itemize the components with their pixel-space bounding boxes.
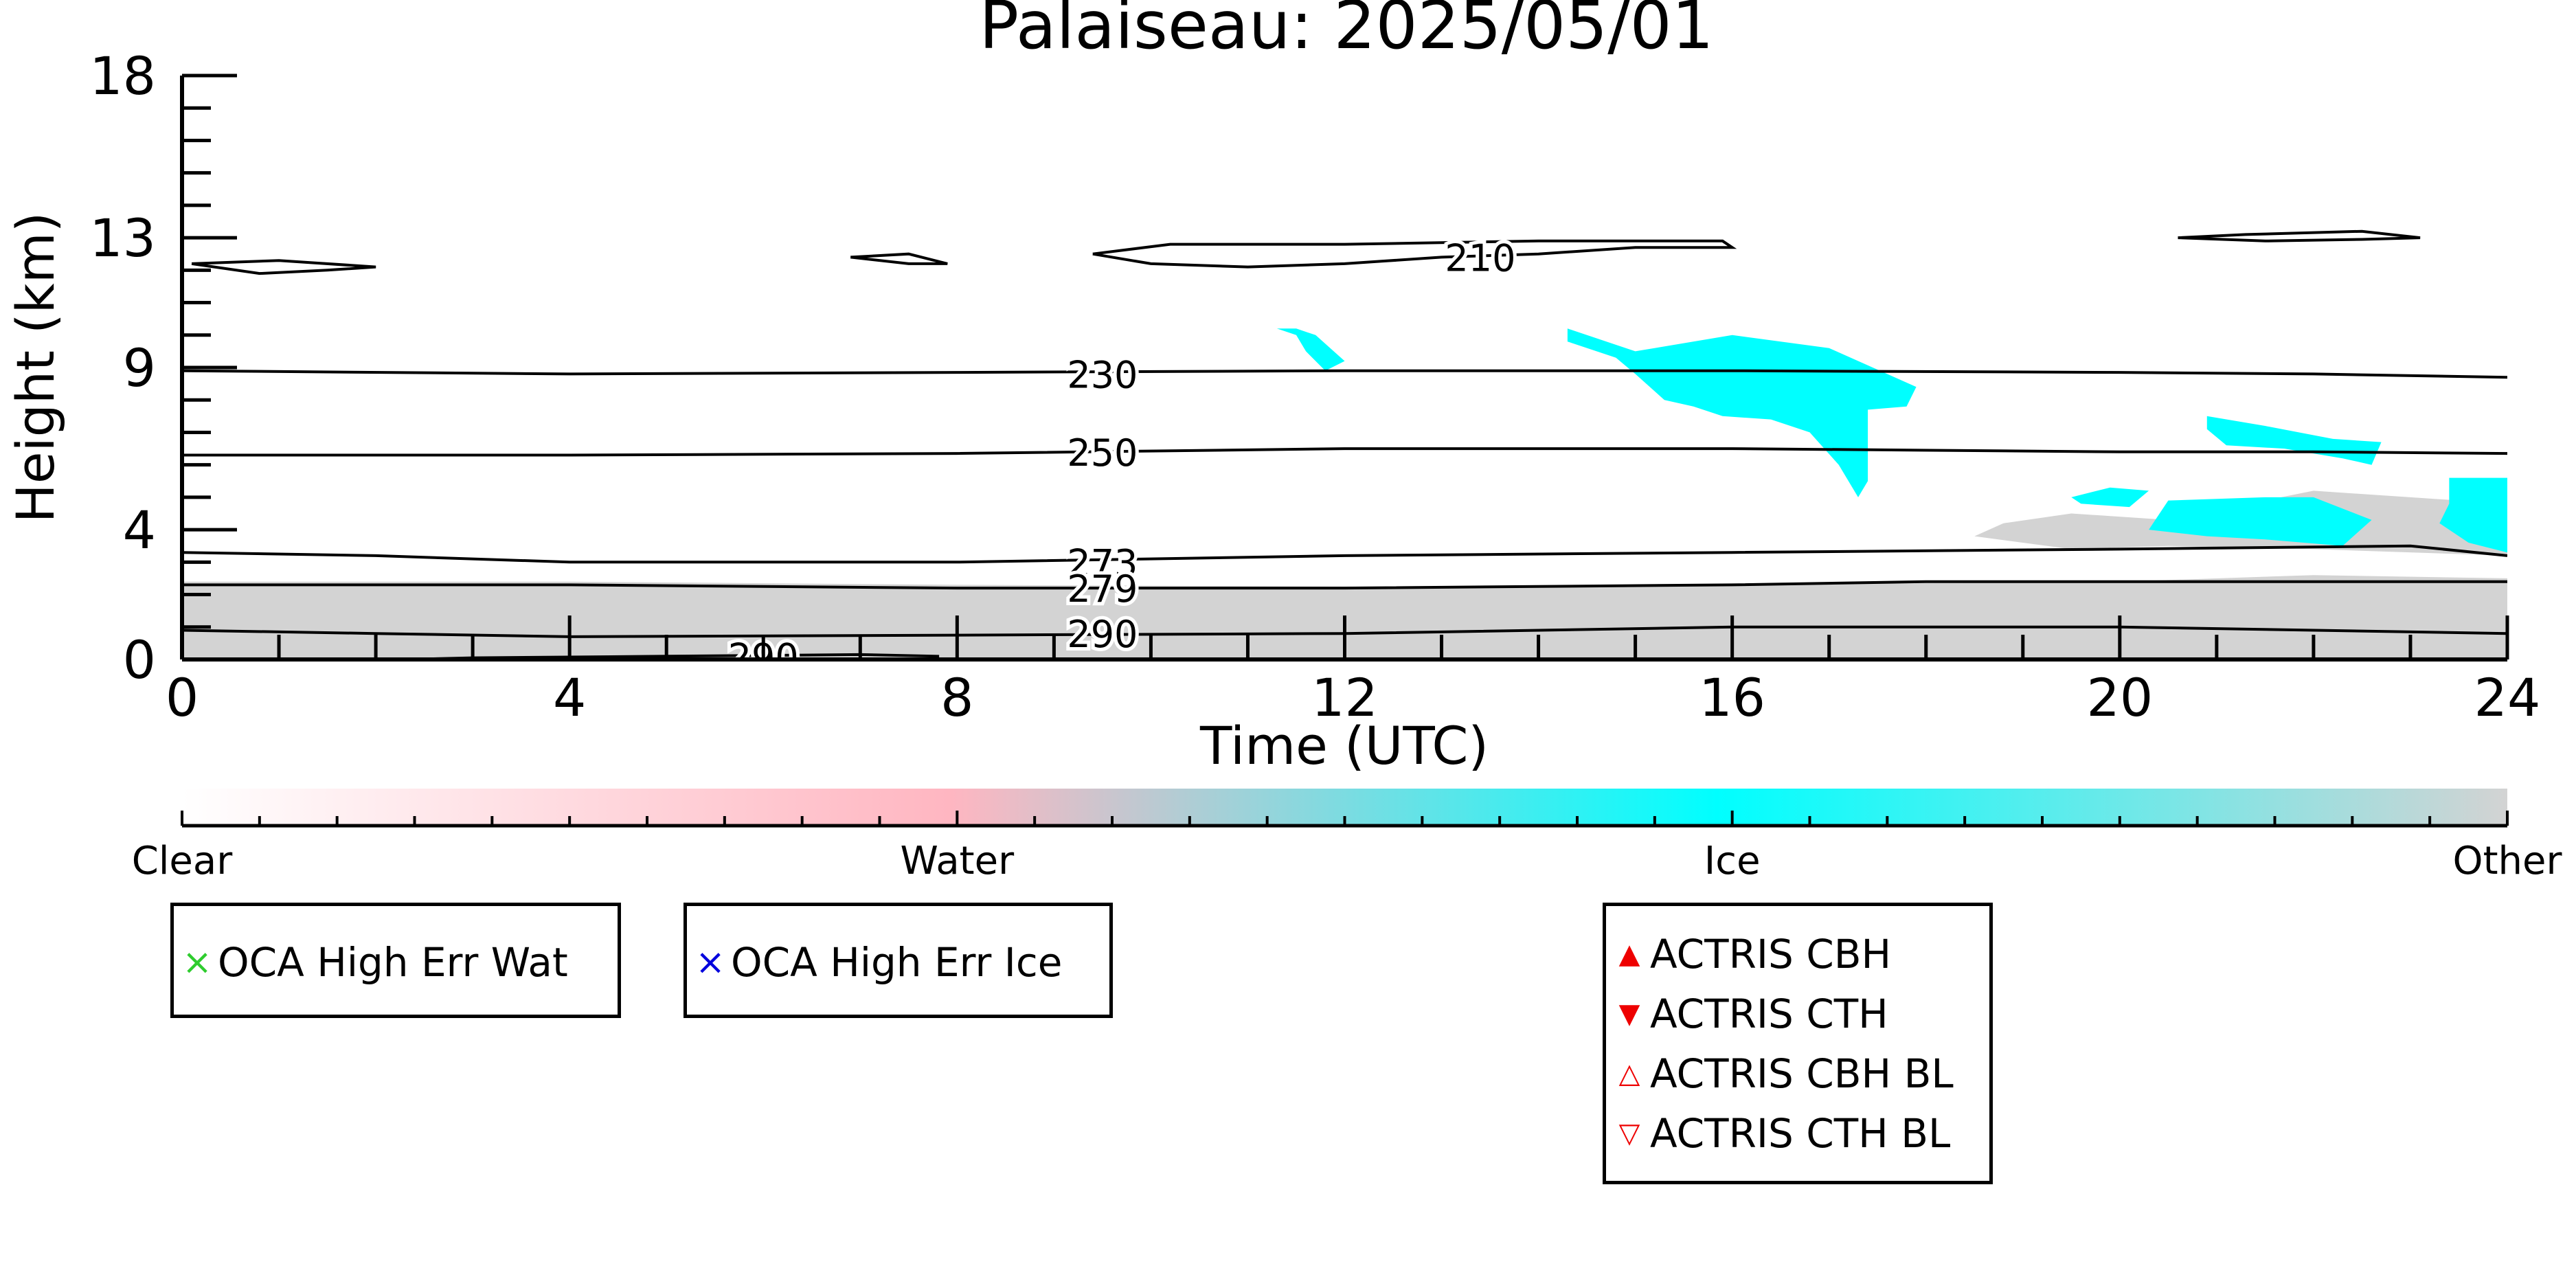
contour-label: 279 — [1067, 567, 1138, 611]
colorbar-label: Ice — [1704, 839, 1761, 883]
legend-actris: ▲ ACTRIS CBH ▼ ACTRIS CTH △ ACTRIS CBH BL ▽ ACT… — [1603, 903, 1993, 1184]
legend-actris-label: ACTRIS CBH BL — [1650, 1050, 1954, 1097]
triangle-up-filled-icon: ▲ — [1618, 938, 1640, 970]
axes: 0 4 8 12 16 20 24 0 4 9 13 18 — [89, 45, 2540, 728]
legend-actris-item: △ ACTRIS CBH BL — [1614, 1050, 1954, 1097]
contour-label: 230 — [1067, 353, 1138, 396]
y-tick-label: 0 — [123, 629, 156, 690]
colorbar-label: Clear — [132, 839, 233, 883]
triangle-up-outline-icon: △ — [1618, 1058, 1640, 1089]
cloud-region-ice-2 — [1567, 328, 1917, 497]
contour-line-2 — [850, 252, 948, 265]
contour-line-3 — [2178, 229, 2421, 242]
y-tick-label: 18 — [89, 45, 156, 106]
x-tick-label: 4 — [553, 667, 586, 728]
legend-oca-ice: × OCA High Err Ice — [683, 903, 1113, 1018]
contour-label: 290 — [1067, 613, 1138, 656]
x-tick-label: 12 — [1311, 667, 1378, 728]
colorbar: Clear Water Ice Other — [132, 789, 2562, 883]
ice-cross-icon: × — [695, 942, 725, 983]
cloud-region-ice-4 — [2206, 416, 2382, 465]
legend-label-oca-wat: OCA High Err Wat — [218, 939, 568, 986]
x-tick-label: 20 — [2086, 667, 2153, 728]
legend-actris-label: ACTRIS CTH — [1650, 991, 1888, 1037]
contour-label: 273 — [1067, 541, 1138, 585]
x-tick-label: 0 — [166, 667, 199, 728]
cloud-regions — [182, 328, 2507, 659]
contour-line-4 — [182, 369, 2507, 379]
cloud-region-ice-6 — [2439, 477, 2507, 553]
triangle-down-filled-icon: ▼ — [1618, 998, 1640, 1030]
legend-actris-label: ACTRIS CBH — [1650, 931, 1892, 978]
contour-line-6 — [182, 544, 2507, 564]
y-axis-label: Height (km) — [5, 212, 66, 523]
y-tick-label: 4 — [123, 499, 156, 561]
cloud-region-ice-3 — [1276, 328, 1345, 371]
cloud-region-ice-7 — [2071, 487, 2149, 508]
contour-label: 250 — [1067, 431, 1138, 475]
x-axis-label: Time (UTC) — [1199, 715, 1489, 776]
contour-line-8 — [182, 625, 2507, 638]
contour-line-5 — [182, 447, 2507, 457]
contour-line-7 — [182, 580, 2507, 590]
legend-label-oca-ice: OCA High Err Ice — [731, 939, 1063, 986]
legend-actris-item: ▽ ACTRIS CTH BL — [1614, 1110, 1951, 1157]
contour-line-1 — [191, 259, 376, 275]
y-tick-label: 9 — [123, 337, 156, 398]
y-tick-label: 13 — [89, 207, 156, 269]
chart-title: Palaiseau: 2025/05/01 — [979, 0, 1714, 64]
contour-line-0 — [1092, 239, 1737, 269]
colorbar-label: Other — [2452, 839, 2562, 883]
colorbar-label: Water — [901, 839, 1015, 883]
contour-label: 210 — [1445, 236, 1515, 280]
legend-oca-water: × OCA High Err Wat — [170, 903, 621, 1018]
legend-actris-item: ▼ ACTRIS CTH — [1614, 991, 1888, 1037]
x-tick-label: 8 — [940, 667, 973, 728]
triangle-down-outline-icon: ▽ — [1618, 1118, 1640, 1149]
x-tick-label: 24 — [2474, 667, 2541, 728]
legend-actris-label: ACTRIS CTH BL — [1650, 1110, 1951, 1157]
legend-actris-item: ▲ ACTRIS CBH — [1614, 931, 1892, 978]
cloud-region-ice-5 — [2149, 497, 2372, 546]
water-cross-icon: × — [182, 942, 212, 983]
x-tick-label: 16 — [1699, 667, 1765, 728]
